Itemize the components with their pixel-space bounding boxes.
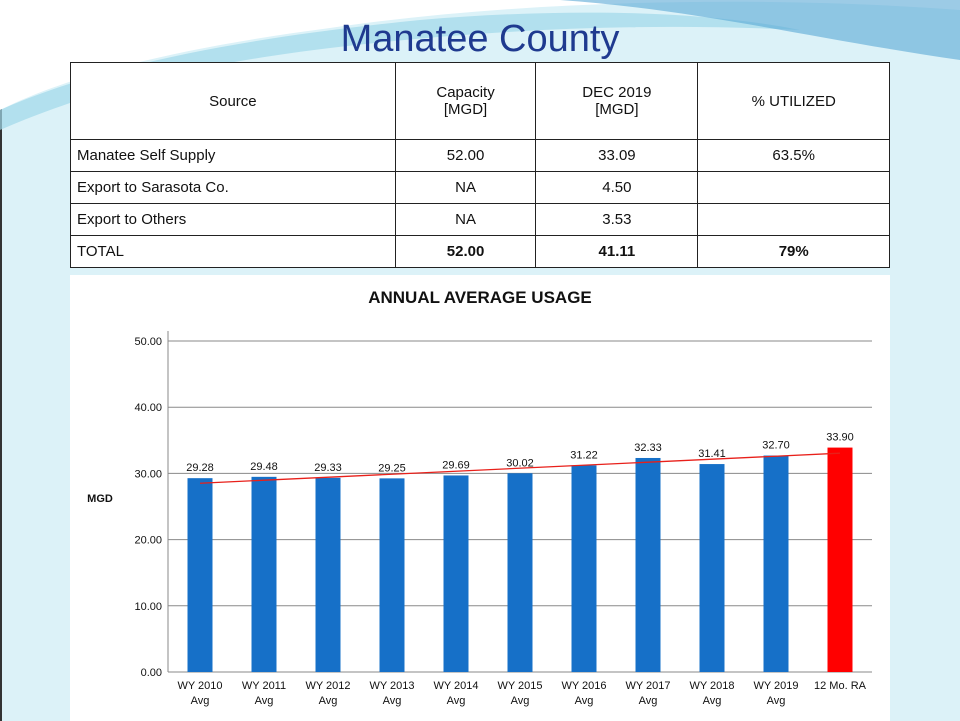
bar bbox=[763, 455, 789, 672]
data-label: 30.02 bbox=[506, 457, 534, 469]
cell: 52.00 bbox=[394, 235, 537, 268]
bar bbox=[251, 476, 277, 672]
header-row: Source Capacity [MGD] DEC 2019 [MGD] % U… bbox=[70, 62, 890, 140]
x-tick-label: WY 2019 Avg bbox=[753, 680, 798, 707]
bar bbox=[187, 478, 213, 672]
y-tick-label: 40.00 bbox=[134, 402, 162, 414]
data-label: 31.41 bbox=[698, 448, 726, 460]
cell bbox=[697, 171, 890, 204]
x-tick-label: WY 2015 Avg bbox=[497, 680, 542, 707]
cell: 79% bbox=[697, 235, 890, 268]
cell: 41.11 bbox=[535, 235, 699, 268]
chart: ANNUAL AVERAGE USAGE MGD 0.00 10.00 20.00 3… bbox=[70, 275, 890, 721]
y-axis-label: MGD bbox=[87, 493, 113, 505]
bar bbox=[443, 475, 469, 672]
row: Manatee Self Supply 52.00 33.09 63.5% bbox=[70, 139, 890, 172]
bar bbox=[699, 464, 725, 672]
cell: 3.53 bbox=[535, 203, 699, 236]
bar bbox=[635, 457, 661, 672]
cell: Export to Sarasota Co. bbox=[70, 171, 396, 204]
data-label: 29.33 bbox=[314, 462, 342, 474]
cell: 52.00 bbox=[394, 139, 537, 172]
data-label: 31.22 bbox=[570, 449, 598, 461]
cell: 33.09 bbox=[535, 139, 699, 172]
data-label: 29.28 bbox=[186, 462, 214, 474]
cell: NA bbox=[394, 203, 537, 236]
y-tick-label: 10.00 bbox=[134, 601, 162, 613]
trend-line bbox=[199, 452, 841, 484]
x-tick-label: WY 2014 Avg bbox=[433, 680, 478, 707]
x-tick-label: WY 2016 Avg bbox=[561, 680, 606, 707]
row: Export to Sarasota Co. NA 4.50 bbox=[70, 171, 890, 204]
bar bbox=[827, 447, 853, 672]
header-cell: % UTILIZED bbox=[697, 62, 890, 140]
chart-title: ANNUAL AVERAGE USAGE bbox=[368, 288, 592, 307]
data-label: 29.25 bbox=[378, 462, 406, 474]
y-tick-label: 0.00 bbox=[141, 667, 162, 679]
data-label: 29.69 bbox=[442, 459, 470, 471]
x-tick-label: WY 2013 Avg bbox=[369, 680, 414, 707]
data-label: 33.90 bbox=[826, 432, 854, 444]
x-tick-label: WY 2017 Avg bbox=[625, 680, 670, 707]
data-label: 32.33 bbox=[634, 442, 662, 454]
y-tick-label: 30.00 bbox=[134, 468, 162, 480]
cell: 63.5% bbox=[697, 139, 890, 172]
header-cell: Capacity [MGD] bbox=[394, 62, 537, 140]
cell: TOTAL bbox=[70, 235, 396, 268]
y-tick-label: 50.00 bbox=[134, 336, 162, 348]
cell: Export to Others bbox=[70, 203, 396, 236]
cell: Manatee Self Supply bbox=[70, 139, 396, 172]
data-label: 32.70 bbox=[762, 440, 790, 452]
y-tick-label: 20.00 bbox=[134, 535, 162, 547]
data-label: 29.48 bbox=[250, 461, 278, 473]
bar bbox=[571, 465, 597, 672]
bar bbox=[379, 478, 405, 672]
x-tick-label: WY 2012 Avg bbox=[305, 680, 350, 707]
cell: NA bbox=[394, 171, 537, 204]
x-tick-label: 12 Mo. RA bbox=[814, 680, 867, 692]
row: Export to Others NA 3.53 bbox=[70, 203, 890, 236]
total-row: TOTAL 52.00 41.11 79% bbox=[70, 235, 890, 268]
cell bbox=[697, 203, 890, 236]
x-tick-label: WY 2010 Avg bbox=[177, 680, 222, 707]
x-tick-label: WY 2018 Avg bbox=[689, 680, 734, 707]
header-cell: Source bbox=[70, 62, 396, 140]
capacity-table: Source Capacity [MGD] DEC 2019 [MGD] % U… bbox=[70, 62, 890, 268]
bar bbox=[507, 473, 533, 672]
slide-title: Manatee County bbox=[340, 18, 620, 60]
header-cell: DEC 2019 [MGD] bbox=[535, 62, 699, 140]
cell: 4.50 bbox=[535, 171, 699, 204]
x-tick-label: WY 2011 Avg bbox=[242, 680, 286, 707]
bar bbox=[315, 477, 341, 672]
